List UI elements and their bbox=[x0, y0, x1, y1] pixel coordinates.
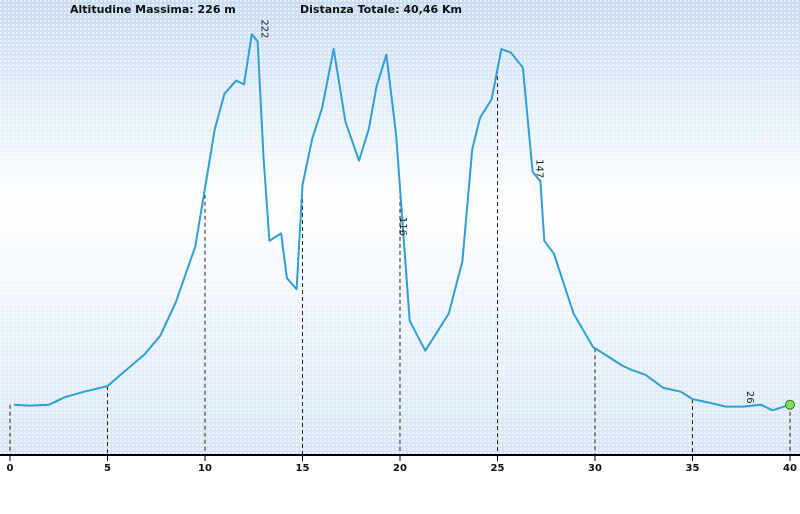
x-tick-label-15: 15 bbox=[296, 463, 310, 474]
max-altitude-label: Altitudine Massima: 226 m bbox=[70, 3, 236, 16]
x-tick-label-25: 25 bbox=[491, 463, 505, 474]
peak-label-26: 26 bbox=[744, 391, 755, 404]
annotation-layer: 222 116 147 26 bbox=[259, 19, 756, 403]
x-axis: 0 5 10 15 20 25 30 35 40 bbox=[0, 454, 800, 474]
x-tick-label-0: 0 bbox=[7, 463, 14, 474]
end-point-marker bbox=[785, 399, 795, 410]
x-tick-label-10: 10 bbox=[198, 463, 212, 474]
tick-guide-lines bbox=[9, 69, 791, 455]
x-tick-label-35: 35 bbox=[686, 463, 700, 474]
total-distance-label: Distanza Totale: 40,46 Km bbox=[300, 3, 462, 16]
elevation-line bbox=[13, 33, 791, 412]
x-tick-label-20: 20 bbox=[393, 463, 407, 474]
peak-label-222: 222 bbox=[259, 19, 270, 38]
x-tick-label-40: 40 bbox=[783, 463, 797, 474]
x-tick-label-30: 30 bbox=[588, 463, 602, 474]
series-layer bbox=[13, 33, 795, 412]
peak-label-147: 147 bbox=[534, 159, 545, 178]
peak-label-116: 116 bbox=[397, 217, 408, 236]
x-tick-label-5: 5 bbox=[104, 463, 111, 474]
